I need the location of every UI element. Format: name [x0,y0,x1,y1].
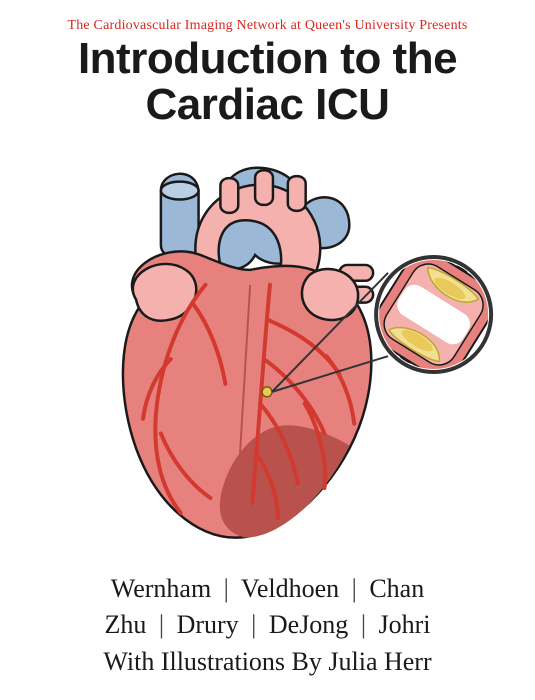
authors-block: Wernham | Veldhoen | Chan Zhu | Drury | … [20,571,515,680]
heart-illustration [20,136,515,562]
authors-row-2: Zhu | Drury | DeJong | Johri [20,607,515,643]
book-title: Introduction to the Cardiac ICU [20,36,515,128]
separator: | [352,571,357,607]
separator: | [159,607,164,643]
artery-inset [364,244,504,386]
venae-cavae [161,174,199,259]
author-name: Wernham [111,574,211,603]
plaque-marker [262,387,272,397]
illustrator-line: With Illustrations By Julia Herr [20,644,515,680]
author-name: Zhu [104,610,146,639]
presenter-line: The Cardiovascular Imaging Network at Qu… [20,18,515,34]
author-name: Chan [369,574,424,603]
author-name: Johri [379,610,431,639]
title-line-1: Introduction to the [20,36,515,82]
authors-row-1: Wernham | Veldhoen | Chan [20,571,515,607]
title-line-2: Cardiac ICU [20,82,515,128]
cover-page: The Cardiovascular Imaging Network at Qu… [0,0,535,700]
separator: | [251,607,256,643]
separator: | [224,571,229,607]
author-name: DeJong [269,610,348,639]
author-name: Veldhoen [241,574,339,603]
separator: | [361,607,366,643]
author-name: Drury [177,610,239,639]
